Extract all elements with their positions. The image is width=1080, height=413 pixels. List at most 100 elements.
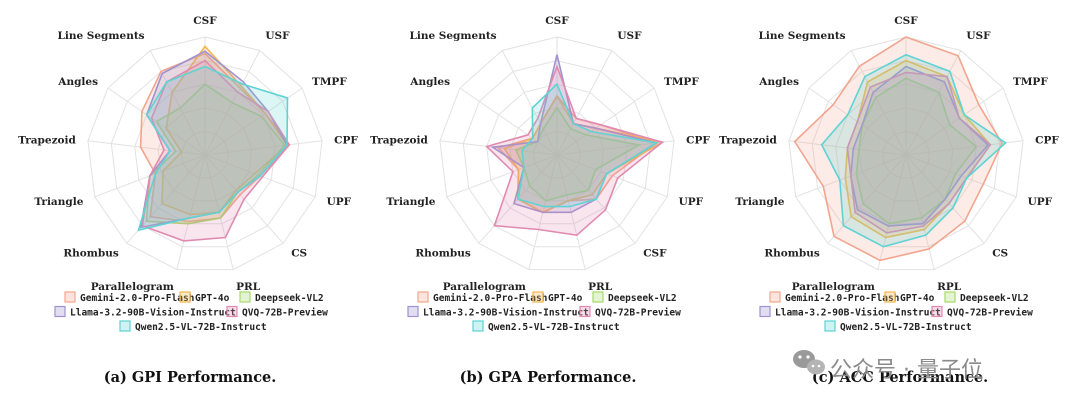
legend-item-gemini-2-0-pro-flash: Gemini-2.0-Pro-Flash <box>769 291 899 304</box>
chart-caption: (a) GPI Performance. <box>104 369 277 386</box>
axis-labels: CSF USF TMPF CPF UPF CSF PRL Parallelogram Rhomb… <box>370 15 710 293</box>
grid-spoke <box>126 154 206 244</box>
legend-item-deepseek-vl2: Deepseek-VL2 <box>239 291 324 304</box>
grid-spoke <box>204 140 323 156</box>
legend-item-deepseek-vl2: Deepseek-VL2 <box>592 291 677 304</box>
axis-label-prl: PRL <box>588 281 613 293</box>
axis-label-cs: CS <box>992 247 1008 259</box>
legend-label: QVQ-72B-Preview <box>595 308 681 319</box>
axis-labels: CSF USF TMPF CPF UPF CS PRL Parallelogram Rhombu… <box>18 15 358 293</box>
radar-chart-gpi: CSF USF TMPF CPF UPF CS PRL Parallelogram Rhombu… <box>18 15 358 386</box>
legend-label: GPT-4o <box>548 293 583 304</box>
axis-label-tmpf: TMPF <box>664 76 699 88</box>
axis-label-tmpf: TMPF <box>312 76 347 88</box>
legend-item-gemini-2-0-pro-flash: Gemini-2.0-Pro-Flash <box>417 291 547 304</box>
legend-label: Llama-3.2-90B-Vision-Instruct <box>70 308 236 319</box>
legend-swatch <box>884 291 896 303</box>
legend-swatch <box>931 305 943 318</box>
legend-swatch <box>179 291 191 303</box>
axis-label-usf: USF <box>966 30 991 42</box>
legend-swatch <box>64 291 76 303</box>
legend-label: Qwen2.5-VL-72B-Instruct <box>488 322 620 333</box>
grid-spoke <box>556 50 613 156</box>
series-qwen2-5-vl-72b-instruct <box>820 53 1007 248</box>
legend-label: GPT-4o <box>195 293 230 304</box>
axis-label-tmpf: TMPF <box>1013 76 1048 88</box>
legend-item-qwen2-5-vl-72b-instruct: Qwen2.5-VL-72B-Instruct <box>119 320 267 333</box>
legend-item-gpt-4o: GPT-4o <box>179 291 230 304</box>
grid-spoke <box>459 87 558 156</box>
axis-label-angles: Angles <box>758 76 799 88</box>
legend: Gemini-2.0-Pro-Flash GPT-4o Deepseek-VL2 Ll… <box>407 291 681 333</box>
legend-item-llama-3-2-90b-vision-instruct: Llama-3.2-90B-Vision-Instruct <box>759 305 941 319</box>
legend-item-qwen2-5-vl-72b-instruct: Qwen2.5-VL-72B-Instruct <box>472 320 620 333</box>
grid-ring <box>181 130 229 179</box>
legend-item-qvq-72b-preview: QVQ-72B-Preview <box>579 305 681 319</box>
legend: Gemini-2.0-Pro-Flash GPT-4o Deepseek-VL2 Ll… <box>54 291 328 333</box>
grid-spoke <box>877 154 907 270</box>
series-qvq-72b-preview <box>485 64 665 237</box>
legend-label: Deepseek-VL2 <box>960 293 1029 304</box>
legend-swatch <box>472 320 484 332</box>
grid-spoke <box>87 140 206 156</box>
grid-ring <box>835 83 977 225</box>
series-qvq-72b-preview <box>141 59 291 242</box>
chart-caption: (b) GPA Performance. <box>460 369 637 386</box>
legend-swatch <box>239 291 251 303</box>
axis-label-prl: PRL <box>236 281 261 293</box>
legend-swatch <box>592 291 604 303</box>
grid-spoke <box>905 140 1024 156</box>
legend-label: QVQ-72B-Preview <box>242 308 328 319</box>
series-deepseek-vl2 <box>855 77 978 225</box>
axis-label-line-segments: Line Segments <box>57 30 144 42</box>
radar-chart-acc: CSF USF TMPF CPF UPF CS RPL Parallelogram Rhombu… <box>719 15 1059 386</box>
legend-item-llama-3-2-90b-vision-instruct: Llama-3.2-90B-Vision-Instruct <box>407 305 589 319</box>
axis-label-csf: CSF <box>643 247 667 259</box>
series-qvq-72b-preview <box>846 71 992 234</box>
legend-swatch <box>54 305 66 318</box>
axis-label-cpf: CPF <box>686 134 710 146</box>
axis-label-parallelogram: Parallelogram <box>443 281 526 293</box>
radar-series-group <box>485 54 665 237</box>
legend-label: Qwen2.5-VL-72B-Instruct <box>135 322 267 333</box>
grid-ring <box>462 60 652 248</box>
axis-label-cpf: CPF <box>1035 134 1059 146</box>
series-gemini-2-0-pro-flash <box>793 36 1004 262</box>
grid-spoke <box>905 154 935 270</box>
legend-swatch <box>769 291 781 303</box>
legend-label: QVQ-72B-Preview <box>947 308 1033 319</box>
axis-label-cs: CS <box>291 247 307 259</box>
grid-ring <box>157 107 253 202</box>
axis-label-trapezoid: Trapezoid <box>719 134 777 146</box>
axis-label-line-segments: Line Segments <box>409 30 496 42</box>
legend-label: Gemini-2.0-Pro-Flash <box>785 293 899 304</box>
legend-item-qwen2-5-vl-72b-instruct: Qwen2.5-VL-72B-Instruct <box>824 320 972 333</box>
grid-ring <box>858 107 954 202</box>
legend-label: Gemini-2.0-Pro-Flash <box>80 293 194 304</box>
axis-label-csf: CSF <box>894 15 918 27</box>
axis-label-csf: CSF <box>193 15 217 27</box>
axis-label-rpl: RPL <box>937 281 962 293</box>
axis-label-rhombus: Rhombus <box>63 247 118 259</box>
grid-spoke <box>905 50 962 156</box>
axis-label-trapezoid: Trapezoid <box>18 134 76 146</box>
grid-ring <box>439 36 675 271</box>
wechat-icon <box>793 350 825 375</box>
legend-swatch <box>417 291 429 303</box>
grid-ring <box>788 36 1024 271</box>
axis-label-usf: USF <box>617 30 642 42</box>
series-qwen2-5-vl-72b-instruct <box>137 65 289 232</box>
axis-label-trapezoid: Trapezoid <box>370 134 428 146</box>
legend-item-qvq-72b-preview: QVQ-72B-Preview <box>226 305 328 319</box>
legend-swatch <box>824 320 836 332</box>
grid-ring <box>110 60 300 248</box>
series-deepseek-vl2 <box>514 106 642 202</box>
axis-labels: CSF USF TMPF CPF UPF CS RPL Parallelogram Rhombu… <box>719 15 1059 293</box>
legend-item-gemini-2-0-pro-flash: Gemini-2.0-Pro-Flash <box>64 291 194 304</box>
grid-spoke <box>850 50 907 156</box>
legend-item-gpt-4o: GPT-4o <box>532 291 583 304</box>
grid-spoke <box>204 87 303 156</box>
axis-label-triangle: Triangle <box>735 196 784 208</box>
legend-swatch <box>407 305 419 318</box>
